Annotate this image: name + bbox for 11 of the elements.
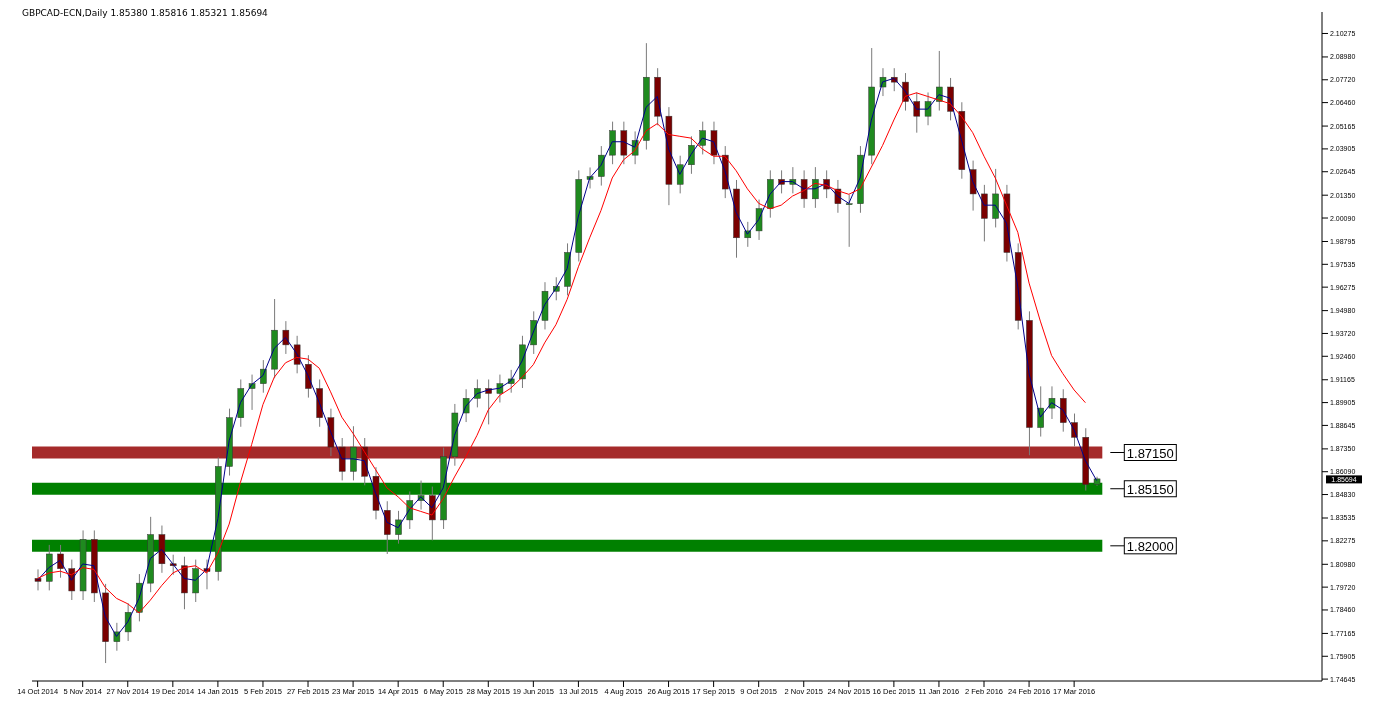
candlestick (800, 169, 808, 209)
candlestick (699, 121, 706, 155)
chart-title: GBPCAD-ECN,Daily 1.85380 1.85816 1.85321 1.85694 (22, 8, 268, 18)
ref-line-label: 1.82000 (1126, 538, 1174, 554)
candlestick (913, 91, 921, 134)
ref-line-label: 1.87150 (1126, 445, 1174, 461)
candlestick (688, 135, 695, 175)
ref-line-label: 1.85150 (1126, 481, 1174, 497)
candlestick (282, 320, 290, 355)
candlestick (755, 199, 763, 241)
candlestick (845, 194, 853, 248)
